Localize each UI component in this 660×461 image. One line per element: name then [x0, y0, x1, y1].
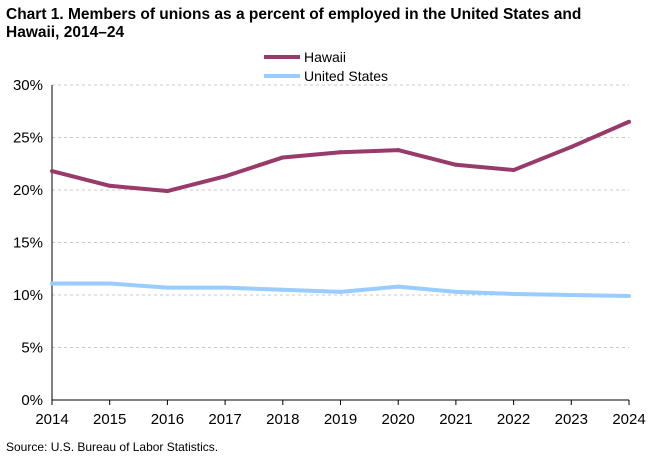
axes: 0% 5% 10% 15% 20% 25% 30% 2014 2015 2016 2017 2018 2… [13, 77, 646, 428]
x-tick-label: 2016 [151, 411, 184, 428]
legend-label-hawaii: Hawaii [304, 49, 346, 65]
data-point-hawaii-2019 [338, 150, 343, 155]
x-tick-label: 2019 [324, 411, 357, 428]
data-point-united-states-2018 [280, 287, 285, 292]
data-point-united-states-2015 [107, 281, 112, 286]
y-tick-label: 5% [21, 340, 43, 357]
y-tick-label: 0% [21, 392, 43, 409]
data-point-united-states-2021 [453, 289, 458, 294]
x-tick-label: 2017 [208, 411, 241, 428]
data-point-hawaii-2023 [569, 144, 574, 149]
series-line-hawaii [51, 119, 630, 194]
gridlines [52, 84, 629, 348]
x-tick-label: 2015 [93, 411, 126, 428]
chart-title-line-1: Chart 1. Members of unions as a percent … [6, 6, 582, 23]
data-point-united-states-2022 [511, 291, 516, 296]
data-point-hawaii-2022 [511, 168, 516, 173]
data-point-united-states-2017 [223, 285, 228, 290]
data-point-hawaii-2016 [165, 189, 170, 194]
data-point-hawaii-2015 [107, 183, 112, 188]
x-tick-label: 2024 [612, 411, 645, 428]
x-tick-label: 2020 [382, 411, 415, 428]
legend: Hawaii United States [264, 49, 388, 84]
source-note: Source: U.S. Bureau of Labor Statistics. [6, 440, 219, 454]
y-tick-label: 25% [13, 130, 43, 147]
data-point-united-states-2020 [396, 284, 401, 289]
data-point-hawaii-2024 [627, 119, 631, 124]
x-tick-label: 2021 [439, 411, 472, 428]
y-tick-label: 10% [13, 287, 43, 304]
legend-label-united-states: United States [304, 68, 388, 84]
x-tick-label: 2022 [497, 411, 530, 428]
data-point-united-states-2016 [165, 285, 170, 290]
x-tick-label: 2023 [555, 411, 588, 428]
x-tick-label: 2018 [266, 411, 299, 428]
data-point-hawaii-2021 [453, 162, 458, 167]
data-point-hawaii-2018 [280, 155, 285, 160]
x-tick-label: 2014 [35, 411, 68, 428]
y-tick-label: 20% [13, 182, 43, 199]
y-tick-label: 15% [13, 235, 43, 252]
data-point-united-states-2024 [627, 294, 631, 299]
data-point-hawaii-2020 [396, 148, 401, 153]
data-point-united-states-2019 [338, 289, 343, 294]
chart-title: Chart 1. Members of unions as a percent … [6, 6, 646, 42]
series-line-united-states [52, 281, 630, 299]
data-point-united-states-2014 [50, 281, 54, 286]
chart-title-line-2: Hawaii, 2014–24 [6, 24, 125, 41]
series-lines [50, 119, 631, 299]
data-point-hawaii-2014 [50, 169, 54, 174]
y-tick-label: 30% [13, 77, 43, 94]
data-point-hawaii-2017 [223, 174, 228, 179]
data-point-united-states-2023 [569, 293, 574, 297]
